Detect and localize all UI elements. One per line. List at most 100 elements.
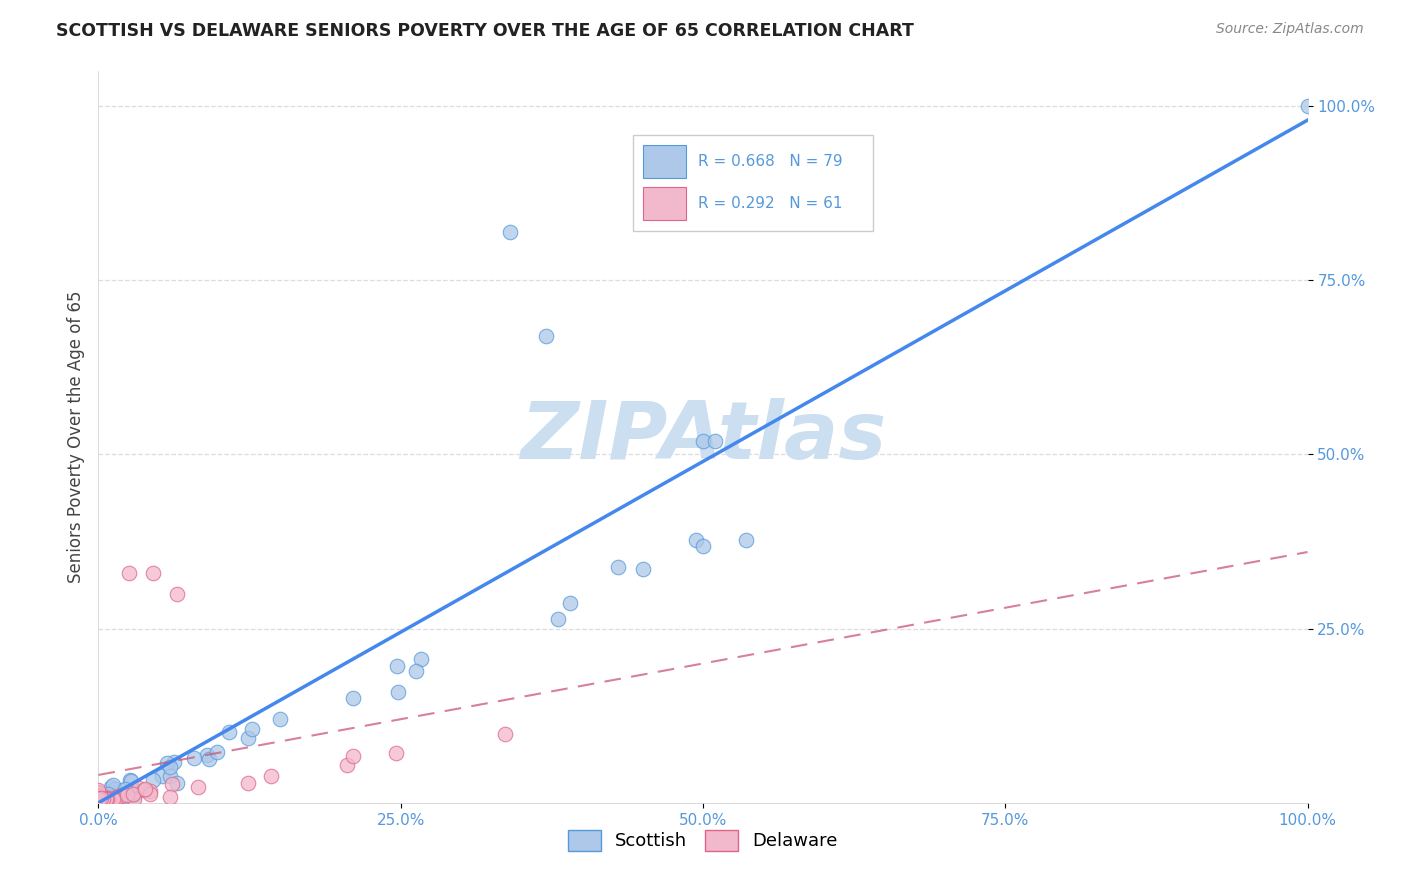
- Point: [160, 777, 183, 791]
- Point: [387, 685, 409, 699]
- Point: [103, 778, 125, 792]
- Bar: [643, 187, 686, 220]
- Point: [87, 782, 110, 797]
- Point: [87, 792, 110, 806]
- Text: ZIPAtlas: ZIPAtlas: [520, 398, 886, 476]
- Point: [134, 783, 156, 797]
- Point: [87, 792, 110, 806]
- Point: [120, 773, 142, 788]
- Point: [89, 791, 111, 805]
- Point: [115, 789, 138, 803]
- Point: [198, 752, 221, 766]
- Point: [98, 796, 121, 810]
- Point: [87, 789, 110, 803]
- Point: [94, 791, 117, 805]
- Point: [107, 786, 129, 800]
- Point: [159, 759, 181, 773]
- Point: [87, 792, 110, 806]
- Point: [104, 789, 127, 804]
- Point: [87, 796, 110, 810]
- Text: R = 0.668   N = 79: R = 0.668 N = 79: [699, 154, 842, 169]
- Point: [387, 659, 409, 673]
- Point: [87, 792, 110, 806]
- Point: [685, 533, 707, 547]
- Point: [218, 725, 240, 739]
- Point: [93, 792, 115, 806]
- Point: [89, 792, 111, 806]
- Point: [87, 792, 110, 806]
- Point: [159, 769, 181, 783]
- Point: [110, 794, 132, 808]
- Point: [104, 790, 127, 805]
- Point: [97, 791, 120, 805]
- Point: [100, 780, 122, 795]
- Point: [104, 781, 127, 796]
- Point: [87, 789, 110, 804]
- Point: [100, 785, 122, 799]
- Point: [87, 796, 110, 810]
- Point: [124, 784, 146, 798]
- Point: [547, 611, 569, 625]
- Point: [91, 789, 114, 804]
- Point: [704, 434, 727, 448]
- Point: [240, 723, 263, 737]
- Point: [107, 789, 129, 804]
- Point: [110, 789, 132, 803]
- Point: [692, 539, 714, 553]
- Point: [87, 792, 110, 806]
- Point: [100, 792, 122, 806]
- Point: [89, 792, 111, 806]
- Point: [260, 769, 283, 783]
- Point: [96, 792, 118, 806]
- Point: [139, 788, 162, 802]
- Point: [91, 790, 114, 805]
- Point: [150, 769, 173, 783]
- Point: [89, 791, 111, 805]
- Point: [166, 587, 188, 601]
- Point: [91, 793, 114, 807]
- Point: [187, 780, 209, 794]
- Point: [534, 329, 557, 343]
- Point: [183, 751, 205, 765]
- Point: [87, 792, 110, 806]
- Point: [142, 566, 165, 580]
- Point: [205, 745, 228, 759]
- Point: [97, 787, 120, 801]
- Point: [114, 781, 136, 796]
- Point: [111, 789, 134, 804]
- Point: [195, 747, 218, 762]
- Point: [104, 792, 127, 806]
- Point: [139, 784, 162, 798]
- Point: [89, 792, 111, 806]
- Point: [97, 790, 120, 805]
- Point: [87, 789, 110, 803]
- Point: [87, 796, 110, 810]
- Point: [236, 776, 259, 790]
- Point: [87, 789, 110, 803]
- Point: [90, 794, 112, 808]
- FancyBboxPatch shape: [633, 135, 873, 231]
- Point: [94, 792, 117, 806]
- Point: [105, 792, 128, 806]
- Point: [91, 789, 114, 804]
- Point: [115, 789, 138, 803]
- Point: [98, 792, 121, 806]
- Point: [494, 727, 516, 741]
- Point: [87, 787, 110, 801]
- Point: [692, 434, 714, 448]
- Point: [87, 796, 110, 810]
- Point: [122, 792, 145, 806]
- Point: [118, 566, 141, 580]
- Point: [342, 749, 364, 764]
- Point: [104, 790, 127, 805]
- Point: [631, 562, 654, 576]
- Point: [558, 596, 581, 610]
- Point: [735, 533, 758, 547]
- Point: [607, 560, 630, 574]
- Point: [236, 731, 259, 746]
- Point: [87, 792, 110, 806]
- Point: [159, 790, 181, 805]
- Point: [89, 792, 111, 806]
- Bar: [643, 145, 686, 178]
- Point: [1296, 99, 1319, 113]
